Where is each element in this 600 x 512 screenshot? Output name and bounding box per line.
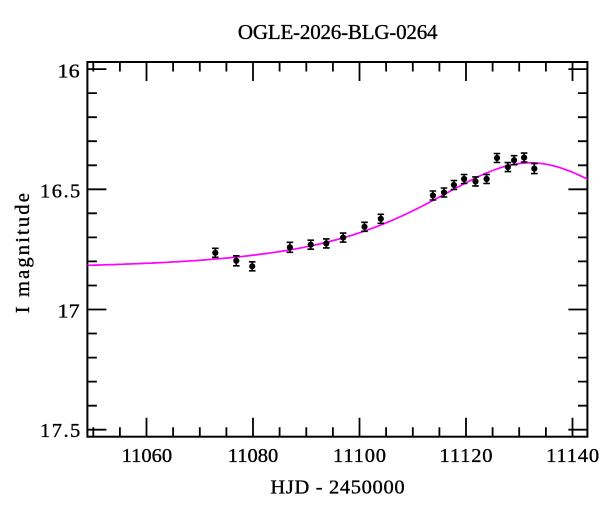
svg-text:OGLE-2026-BLG-0264: OGLE-2026-BLG-0264 — [238, 20, 438, 44]
svg-text:11120: 11120 — [440, 445, 493, 467]
svg-text:11060: 11060 — [122, 445, 173, 467]
svg-text:17.5: 17.5 — [40, 420, 80, 442]
svg-text:HJD - 2450000: HJD - 2450000 — [270, 476, 404, 498]
svg-text:11140: 11140 — [546, 445, 599, 467]
svg-text:11100: 11100 — [333, 445, 386, 467]
svg-text:11080: 11080 — [228, 445, 279, 467]
svg-text:17: 17 — [58, 299, 80, 322]
svg-text:I magnitude: I magnitude — [12, 193, 34, 313]
svg-text:16.5: 16.5 — [40, 180, 80, 202]
svg-text:16: 16 — [58, 59, 80, 82]
